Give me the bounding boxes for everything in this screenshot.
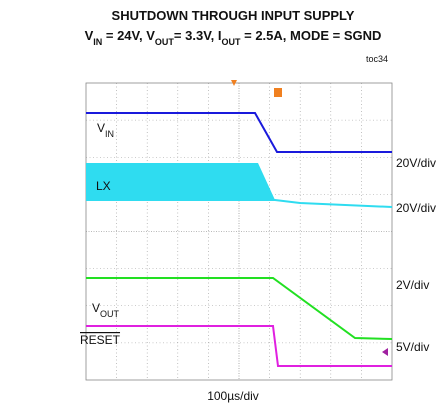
text-part: V <box>85 28 94 43</box>
subscript: IN <box>93 37 102 47</box>
subscript: OUT <box>222 37 242 47</box>
lx-trace-fill <box>86 163 275 200</box>
reset-trace <box>86 325 392 367</box>
level-marker <box>382 348 388 356</box>
trigger-pos-marker <box>231 80 237 86</box>
channel-label: LX <box>96 179 111 193</box>
channel-label: VOUT <box>92 301 120 319</box>
text-part: LX <box>96 179 111 193</box>
subscript: OUT <box>100 309 120 319</box>
time-scale: 100µs/div <box>207 389 259 403</box>
text-part: = 2.5A, MODE = SGND <box>241 28 382 43</box>
channel-label: RESET <box>80 333 121 347</box>
plot-frame <box>85 82 393 381</box>
lx-trace <box>86 199 393 208</box>
grid <box>86 83 392 380</box>
text-part: RESET <box>80 333 121 347</box>
trigger-marker <box>274 88 282 97</box>
channel-scale: 20V/div <box>396 156 436 170</box>
text-part: V <box>97 121 105 135</box>
subtitle: VIN = 24V, VOUT= 3.3V, IOUT = 2.5A, MODE… <box>85 28 382 47</box>
channel-scale: 20V/div <box>396 201 436 215</box>
text-part: = 3.3V, I <box>174 28 222 43</box>
channel-scale: 5V/div <box>396 340 429 354</box>
channel-label: VIN <box>97 121 114 139</box>
text-part: = 24V, V <box>102 28 155 43</box>
subscript: IN <box>105 129 114 139</box>
vin-trace <box>86 112 392 153</box>
text-part: V <box>92 301 100 315</box>
channel-scale: 2V/div <box>396 278 429 292</box>
vout-trace <box>86 277 393 340</box>
figure-id: toc34 <box>366 54 388 64</box>
subscript: OUT <box>155 37 175 47</box>
title: SHUTDOWN THROUGH INPUT SUPPLY <box>112 8 355 23</box>
